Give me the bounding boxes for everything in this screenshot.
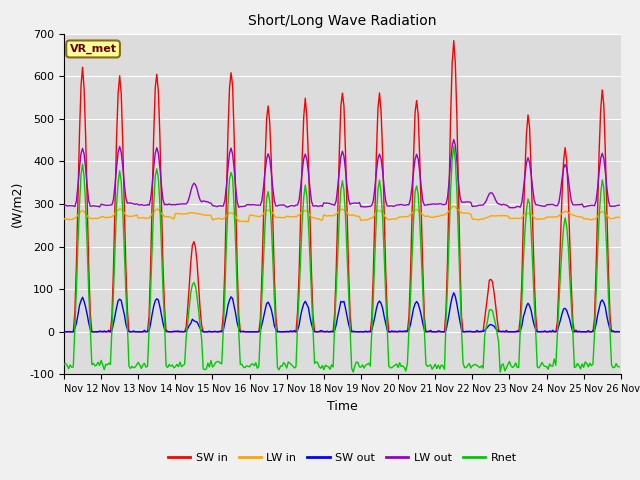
Legend: SW in, LW in, SW out, LW out, Rnet: SW in, LW in, SW out, LW out, Rnet [163,448,522,467]
Y-axis label: (W/m2): (W/m2) [11,181,24,227]
Title: Short/Long Wave Radiation: Short/Long Wave Radiation [248,14,436,28]
X-axis label: Time: Time [327,400,358,413]
Text: VR_met: VR_met [70,44,116,54]
